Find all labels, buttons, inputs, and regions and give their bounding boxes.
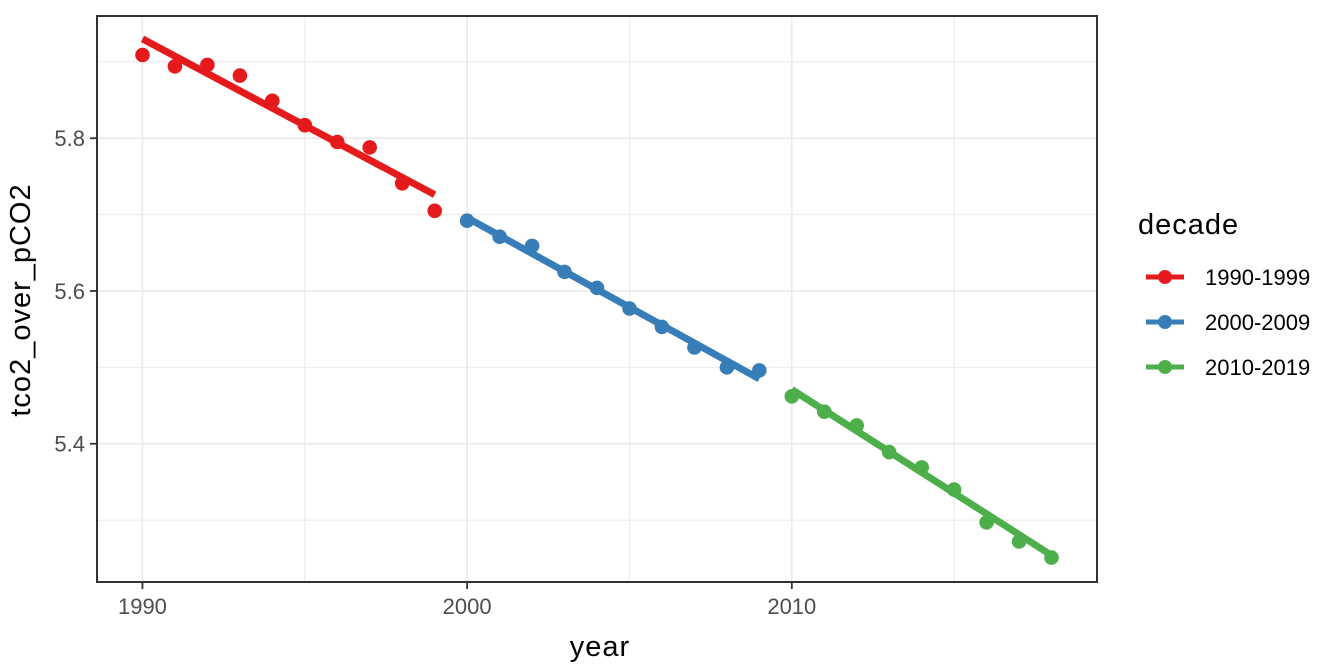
series-2000-2009 xyxy=(459,213,767,382)
x-tick-label: 2010 xyxy=(767,594,816,619)
legend-label: 2000-2009 xyxy=(1205,310,1310,335)
legend-title: decade xyxy=(1138,209,1239,241)
plot-panel xyxy=(97,16,1097,582)
x-axis-title: year xyxy=(570,631,630,663)
legend-label: 1990-1999 xyxy=(1205,265,1310,290)
legend-entry: 2010-2019 xyxy=(1146,355,1310,380)
legend-layer: 1990-1999 2000-2009 2010-2019 xyxy=(1146,265,1310,380)
data-point xyxy=(362,140,378,155)
data-point xyxy=(135,47,150,63)
y-tick-label: 5.4 xyxy=(54,432,85,457)
legend-key-point xyxy=(1158,315,1172,329)
y-axis-title: tco2_over_pCO2 xyxy=(5,183,37,416)
series-2010-2019 xyxy=(784,386,1059,565)
panel-layer xyxy=(97,16,1097,582)
legend-label: 2010-2019 xyxy=(1205,355,1310,380)
axis-layer: 1990 2000 2010 5.4 5.6 5.8 xyxy=(54,15,1098,619)
legend-key-point xyxy=(1158,270,1172,284)
trend-line xyxy=(465,214,761,382)
data-point xyxy=(232,68,248,83)
data-point xyxy=(427,203,443,219)
data-layer xyxy=(135,35,1059,565)
x-tick-label: 2000 xyxy=(443,594,492,619)
y-tick-label: 5.6 xyxy=(54,279,85,304)
x-tick-label: 1990 xyxy=(118,594,167,619)
trend-line xyxy=(789,386,1054,559)
series-1990-1999 xyxy=(135,35,443,219)
data-point xyxy=(167,59,183,74)
trend-line xyxy=(140,35,437,198)
legend-entry: 2000-2009 xyxy=(1146,310,1310,335)
legend-key-point xyxy=(1158,360,1172,374)
y-tick-label: 5.8 xyxy=(54,126,85,151)
panel-border xyxy=(96,15,1098,583)
legend-entry: 1990-1999 xyxy=(1146,265,1310,290)
